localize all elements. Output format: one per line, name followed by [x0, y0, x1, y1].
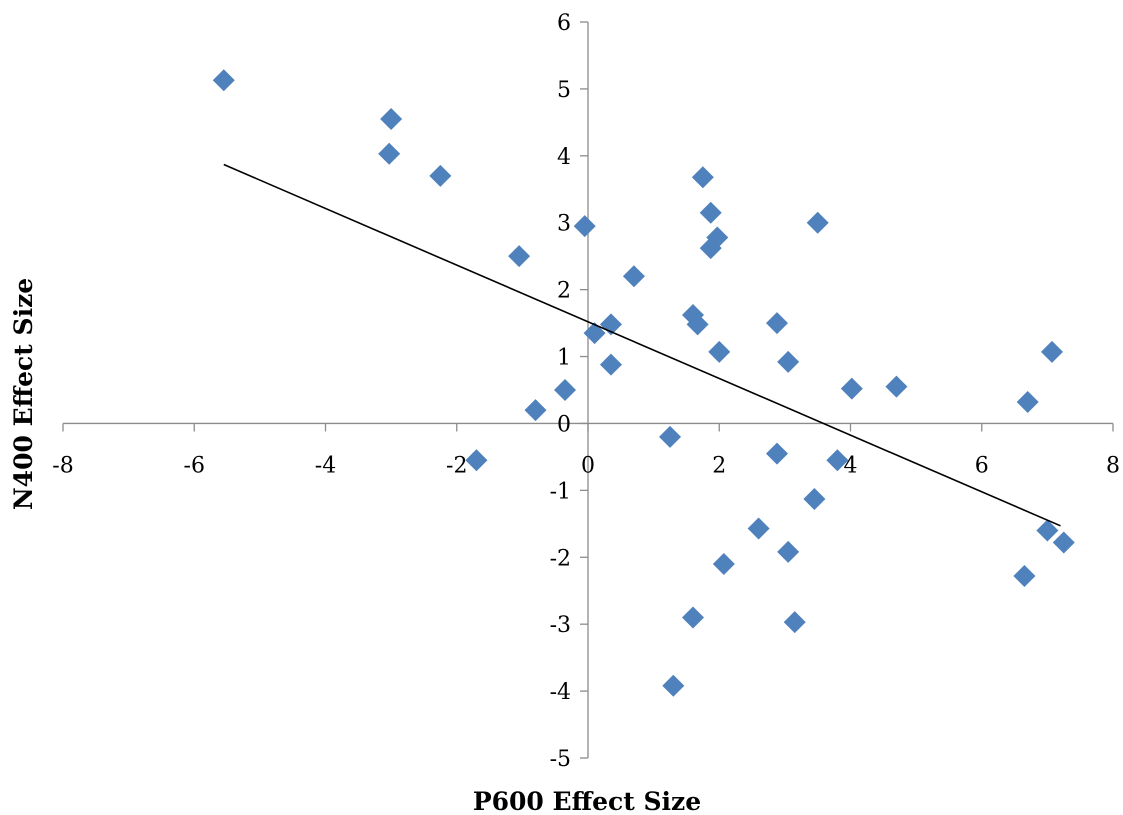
data-point [380, 108, 403, 131]
data-point [682, 606, 704, 629]
data-point [1052, 531, 1075, 554]
data-point [1013, 565, 1036, 588]
data-point [777, 350, 800, 373]
trendline-layer [223, 163, 1061, 527]
y-tick-label: -5 [550, 747, 571, 772]
x-tick-label: 8 [1106, 453, 1120, 478]
y-tick-label: 3 [557, 212, 571, 237]
x-tick-label: -4 [315, 453, 336, 478]
data-point [465, 449, 488, 472]
data-point [699, 201, 722, 224]
x-tick-label: 6 [975, 453, 989, 478]
x-tick-label: 0 [581, 453, 595, 478]
data-point [686, 313, 709, 336]
data-point [1016, 391, 1039, 414]
data-point [803, 488, 826, 511]
data-point [806, 211, 829, 234]
data-point [706, 226, 729, 249]
y-tick-label: 1 [557, 346, 571, 371]
axes [62, 21, 1114, 759]
y-tick-label: 0 [557, 412, 571, 437]
data-point [885, 375, 908, 398]
x-tick-label: -2 [446, 453, 467, 478]
data-point [622, 265, 645, 288]
y-tick-label: -3 [550, 613, 571, 638]
tick-labels: -8 -6 -4 -2 0 2 4 6 8 -5 -4 -3 -2 -1 0 1 2 3 4 5 6 [52, 11, 1120, 772]
y-tick-label: 6 [557, 11, 571, 36]
data-point [508, 245, 531, 268]
x-axis-title: P600 Effect Size [473, 787, 701, 815]
data-point [840, 377, 863, 400]
y-tick-label: -1 [550, 479, 571, 504]
x-tick-label: 2 [712, 453, 726, 478]
data-point [212, 69, 235, 92]
data-point [378, 142, 401, 165]
data-point [747, 517, 770, 540]
data-point [766, 442, 788, 465]
data-point [783, 611, 806, 634]
x-tick-label: -6 [184, 453, 205, 478]
data-point [1036, 519, 1059, 542]
data-point [1040, 340, 1063, 363]
data-points [212, 69, 1075, 697]
y-tick-label: -4 [550, 680, 571, 705]
x-tick-label: -8 [52, 453, 73, 478]
y-tick-label: 4 [557, 145, 571, 170]
y-tick-label: 2 [557, 279, 571, 304]
data-point [659, 425, 682, 448]
x-tick-label: 4 [844, 453, 858, 478]
data-point [712, 552, 735, 575]
data-point [777, 540, 800, 563]
data-point [662, 674, 685, 697]
data-point [691, 166, 714, 189]
data-point [554, 379, 577, 401]
data-point [573, 215, 596, 238]
y-tick-label: -2 [550, 546, 571, 571]
data-point [429, 164, 452, 187]
data-point [599, 353, 622, 376]
data-point [766, 312, 788, 335]
y-tick-label: 5 [557, 78, 571, 103]
trendline [223, 163, 1061, 527]
y-axis-title: N400 Effect Size [9, 278, 38, 510]
data-point [524, 399, 547, 422]
data-point [708, 340, 731, 363]
data-point [826, 449, 849, 472]
